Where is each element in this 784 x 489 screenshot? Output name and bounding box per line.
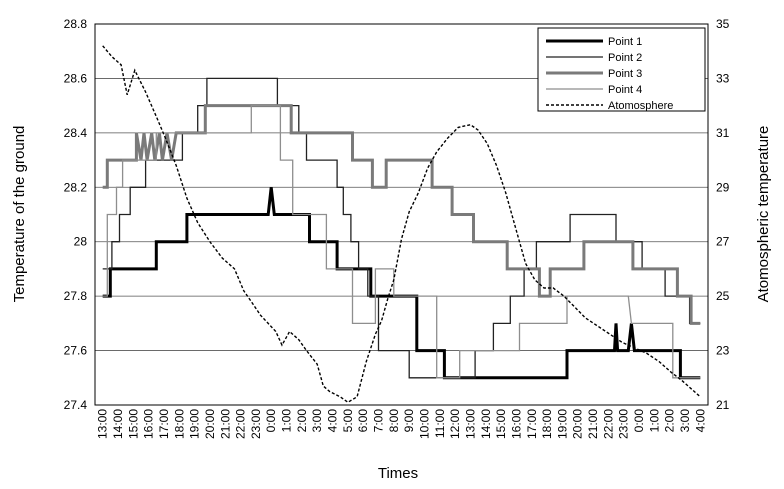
plot-frame [94,23,709,406]
series-line-2 [102,77,701,379]
x-axis-ticks: 13:00 14:00 15:00 16:00 17:00 18:00 19:00 20:00… [96,409,708,439]
x-tick-label: 19:00 [188,409,202,439]
x-tick-label: 6:00 [356,409,370,433]
x-tick-label: 14:00 [479,409,493,439]
x-tick-label: 16:00 [509,409,523,439]
x-tick-label: 13:00 [96,409,110,439]
x-tick-label: 20:00 [203,409,217,439]
x-tick-label: 16:00 [142,409,156,439]
y-axis-title-right: Atomospheric temperature [755,126,772,303]
x-tick-label: 17:00 [525,409,539,439]
legend: Point 1 Point 2 Point 3 Point 4 Atomosphere [537,27,706,112]
x-tick-label: 18:00 [540,409,554,439]
legend-label: Point 3 [608,68,642,80]
x-tick-label: 5:00 [341,409,355,433]
y-tick-label-left: 27.8 [64,289,88,303]
x-tick-label: 22:00 [234,409,248,439]
y-tick-label-right: 35 [716,17,730,31]
y-tick-label-left: 28.6 [64,71,88,85]
y-tick-label-left: 28.8 [64,17,88,31]
x-tick-label: 23:00 [617,409,631,439]
x-tick-label: 9:00 [402,409,416,433]
x-tick-label: 12:00 [448,409,462,439]
legend-label: Atomosphere [608,100,673,112]
x-tick-label: 14:00 [111,409,125,439]
y-axis-title-left: Temperature of the ground [11,126,28,303]
y-tick-label-right: 23 [716,344,730,358]
series-lines [102,45,701,404]
x-tick-label: 3:00 [678,409,692,433]
x-tick-label: 15:00 [494,409,508,439]
x-tick-label: 2:00 [295,409,309,433]
x-tick-label: 20:00 [571,409,585,439]
legend-label: Point 2 [608,52,642,64]
series-line-4 [102,104,701,379]
y-tick-label-left: 27.6 [64,344,88,358]
x-tick-label: 1:00 [647,409,661,433]
x-tick-label: 15:00 [126,409,140,439]
x-tick-label: 3:00 [310,409,324,433]
left-axis-ticks: 27.4 27.6 27.8 28 28.2 28.4 28.6 28.8 [64,17,88,412]
x-tick-label: 19:00 [555,409,569,439]
y-tick-label-left: 27.4 [64,398,88,412]
x-tick-label: 17:00 [157,409,171,439]
y-tick-label-right: 31 [716,126,730,140]
y-tick-label-right: 25 [716,289,730,303]
y-tick-label-right: 33 [716,71,730,85]
series-line-3 [102,104,701,325]
legend-label: Point 1 [608,36,642,48]
x-tick-label: 1:00 [280,409,294,433]
x-tick-label: 13:00 [463,409,477,439]
series-line-1 [102,187,701,380]
x-tick-label: 18:00 [172,409,186,439]
x-tick-label: 21:00 [586,409,600,439]
x-tick-label: 22:00 [601,409,615,439]
series-line-5 [102,45,701,404]
x-tick-label: 10:00 [417,409,431,439]
x-tick-label: 8:00 [387,409,401,433]
x-axis-title: Times [378,465,418,482]
y-tick-label-right: 29 [716,180,730,194]
x-tick-label: 0:00 [632,409,646,433]
x-tick-label: 21:00 [218,409,232,439]
x-tick-label: 23:00 [249,409,263,439]
x-tick-label: 4:00 [693,409,707,433]
x-tick-label: 11:00 [433,409,447,438]
y-tick-label-left: 28.4 [64,126,88,140]
x-tick-label: 4:00 [326,409,340,433]
x-tick-label: 0:00 [264,409,278,433]
right-axis-ticks: 21 23 25 27 29 31 33 35 [716,17,730,412]
y-tick-label-right: 21 [716,398,730,412]
y-tick-label-right: 27 [716,235,730,249]
x-tick-label: 2:00 [663,409,677,433]
legend-label: Point 4 [608,84,642,96]
x-tick-label: 7:00 [372,409,386,433]
y-tick-label-left: 28.2 [64,180,88,194]
y-tick-label-left: 28 [74,235,88,249]
